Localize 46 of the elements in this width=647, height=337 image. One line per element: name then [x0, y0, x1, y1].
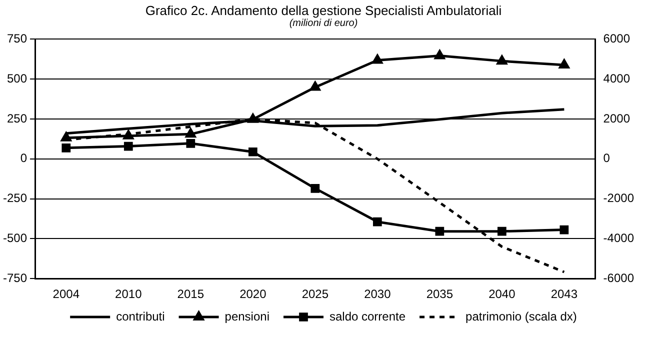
y2-tick-label: -4000 [603, 231, 634, 246]
point [497, 226, 506, 236]
point [186, 138, 196, 148]
point [372, 54, 383, 64]
point [310, 184, 320, 193]
legend-label: patrimonio (scala dx) [466, 309, 577, 324]
point [123, 130, 134, 140]
y2-tick-label: -2000 [603, 191, 634, 206]
chart-subtitle: (milioni di euro) [288, 18, 359, 29]
y2-tick-label: 4000 [603, 71, 630, 86]
point [559, 59, 570, 69]
x-tick-label: 2020 [240, 287, 267, 302]
x-tick-label: 2043 [550, 287, 578, 302]
y-tick-label: -500 [2, 231, 28, 246]
legend-label: contributi [116, 309, 165, 324]
point [310, 81, 320, 91]
point [372, 217, 382, 226]
x-tick-label: 2015 [177, 287, 204, 302]
y2-tick-label: 6000 [603, 32, 630, 46]
y2-tick-label: 0 [603, 151, 610, 166]
y-tick-label: 750 [6, 32, 28, 46]
x-tick-label: 2025 [302, 287, 329, 302]
point [62, 143, 71, 152]
y-tick-label: -750 [2, 270, 28, 285]
x-tick-label: 2030 [364, 287, 392, 302]
y-tick-label: 250 [6, 111, 28, 126]
x-tick-label: 2004 [52, 287, 80, 302]
x-tick-label: 2040 [488, 287, 516, 302]
point [496, 55, 508, 65]
point [186, 128, 196, 138]
x-tick-label: 2035 [426, 287, 454, 302]
y2-tick-label: 2000 [603, 111, 630, 126]
y-tick-label: 500 [6, 71, 28, 86]
point [435, 226, 444, 236]
y-tick-label: 0 [20, 151, 28, 166]
y2-tick-label: -6000 [603, 270, 634, 285]
y-tick-label: -250 [2, 191, 28, 206]
point [560, 225, 569, 234]
point [124, 142, 133, 151]
chart-title: Grafico 2c. Andamento della gestione Specialisti Ambulatoriali [144, 3, 503, 18]
x-tick-label: 2010 [115, 287, 142, 302]
point [434, 50, 445, 60]
point [248, 147, 258, 156]
point [61, 132, 72, 142]
legend-label: pensioni [224, 309, 270, 324]
legend-label: saldo corrente [329, 309, 406, 324]
